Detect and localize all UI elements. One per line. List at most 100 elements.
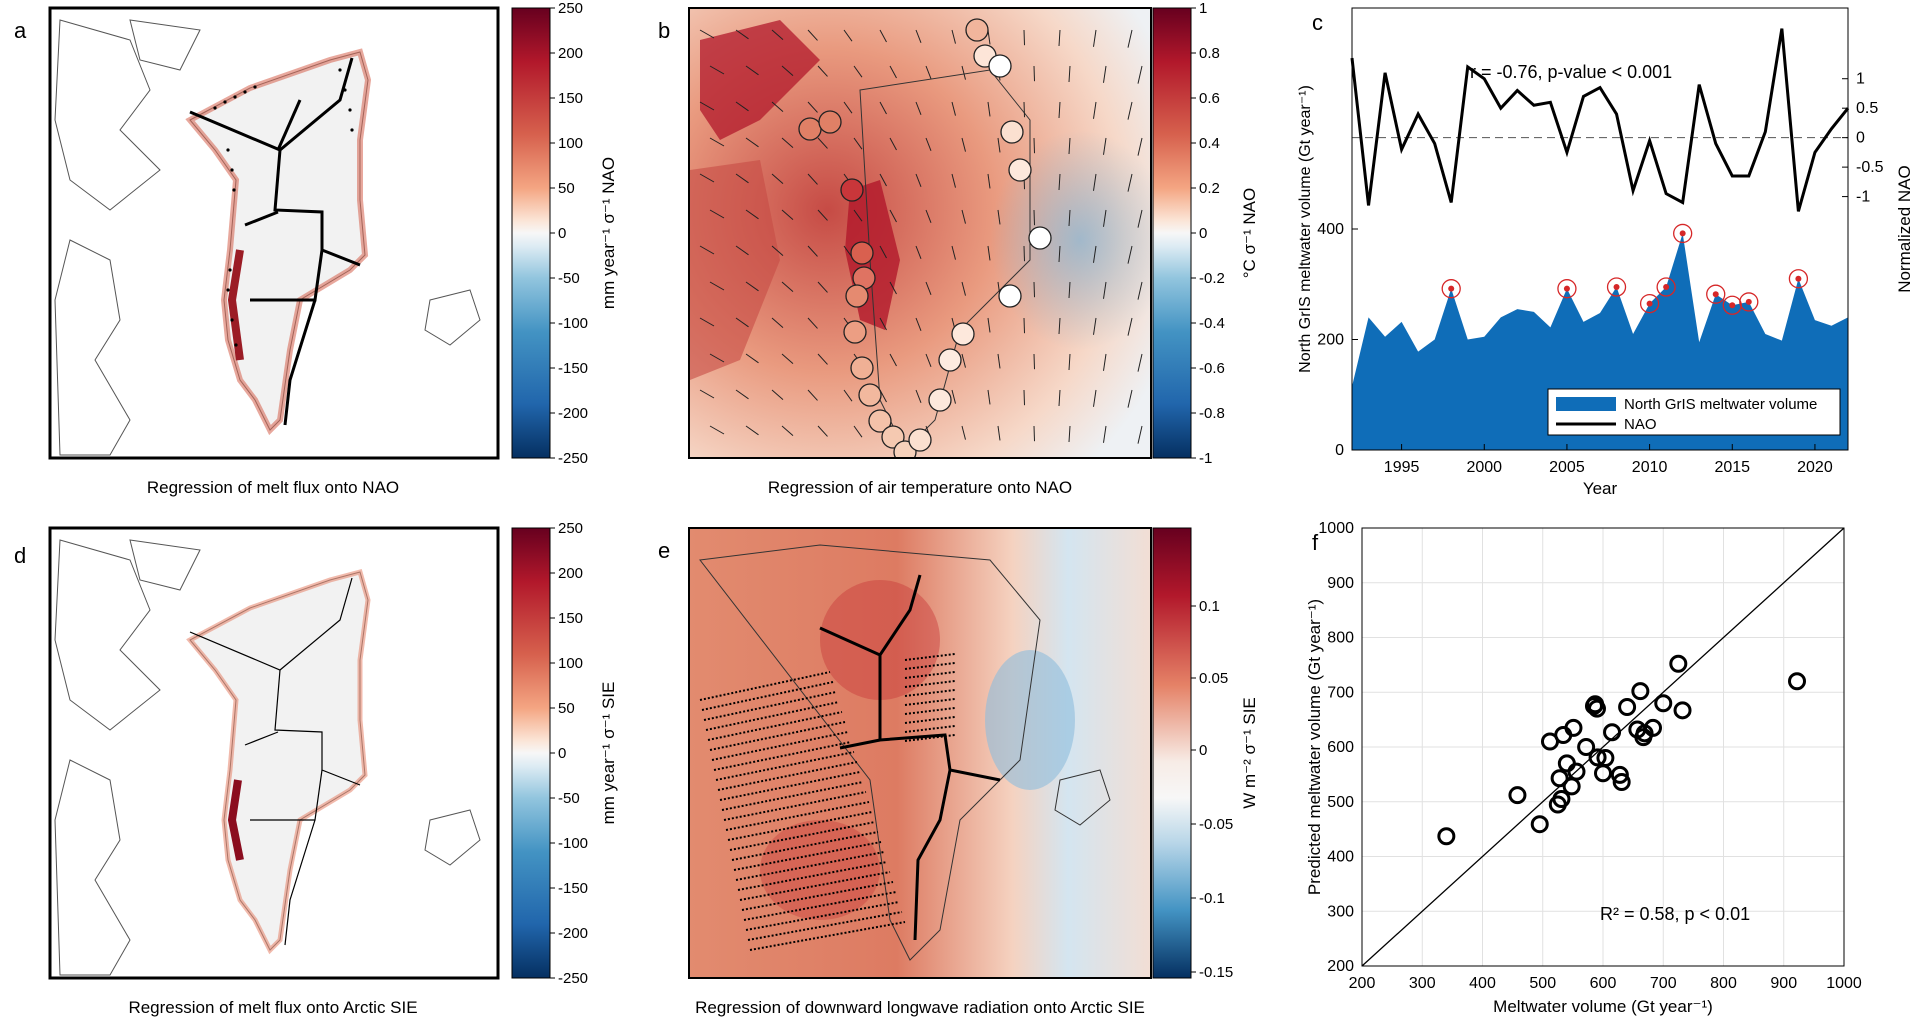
- wind-arrow: [807, 245, 818, 257]
- wind-arrow: [745, 353, 759, 364]
- hatch-line: [735, 851, 885, 881]
- highlight-dot: [1663, 284, 1670, 291]
- y2-tick-label: 1: [1856, 71, 1865, 88]
- colorbar-gradient: [1152, 7, 1192, 459]
- panel-caption: Regression of melt flux onto Arctic SIE: [128, 998, 417, 1017]
- station-marker: [998, 284, 1022, 308]
- y-tick-label: 200: [1317, 332, 1344, 349]
- colorbar-tick-label: 250: [558, 520, 583, 537]
- panel-caption: Regression of air temperature onto NAO: [768, 478, 1072, 497]
- hatch-line: [711, 731, 849, 761]
- highlight-ring: [1606, 277, 1627, 297]
- scatter-point: [1612, 773, 1631, 792]
- positive-anomaly: [760, 820, 880, 920]
- wind-arrow: [879, 29, 887, 43]
- hatch-line: [904, 680, 956, 688]
- colorbar-tick-label: -1: [1199, 450, 1212, 467]
- wind-arrow: [699, 245, 715, 255]
- wind-arrow: [1103, 425, 1107, 443]
- colorbar-tick-label: 0: [558, 745, 566, 762]
- melt-margin: [185, 48, 372, 436]
- wind-arrow: [745, 137, 759, 148]
- wind-arrow: [997, 353, 1001, 369]
- wind-arrow: [853, 425, 863, 438]
- station-marker: [1000, 120, 1024, 144]
- wind-arrow: [1127, 29, 1133, 48]
- highlight-ring: [1788, 269, 1809, 289]
- nao-line: [1350, 28, 1850, 212]
- colorbar-tick-label: -50: [558, 270, 580, 287]
- wind-arrow: [1058, 389, 1061, 407]
- colorbar-tick-label: 50: [558, 700, 575, 717]
- hatch-line: [743, 891, 897, 921]
- wind-arrow: [915, 245, 922, 259]
- colorbar-lw-sie: 0.1 0.05 0 -0.05 -0.1 -0.15 W m⁻² σ⁻¹ SIE: [1152, 527, 1259, 981]
- wind-arrow: [853, 209, 863, 222]
- wind-arrow: [781, 209, 794, 220]
- wind-arrow: [1033, 137, 1035, 154]
- legend-box: [1547, 388, 1841, 436]
- colorbar-tick-label: 200: [558, 45, 583, 62]
- wind-arrow: [1058, 173, 1061, 191]
- y-tick-label: 500: [1327, 794, 1354, 811]
- panel-letter: b: [658, 18, 670, 43]
- y-tick-label: 200: [1327, 958, 1354, 975]
- wind-arrow: [1103, 281, 1107, 299]
- wind-arrow: [745, 425, 759, 436]
- y-tick-label: 1000: [1318, 520, 1354, 537]
- colorbar-tick-label: -0.05: [1199, 816, 1233, 833]
- wind-arrow: [817, 209, 828, 221]
- scatter-point: [1788, 672, 1807, 691]
- scatter-point: [1618, 698, 1637, 717]
- station-marker: [850, 356, 874, 380]
- highlight-ring: [1639, 293, 1660, 314]
- wind-arrow: [1033, 65, 1035, 82]
- legend-swatch: [1556, 397, 1616, 411]
- wind-arrow: [1068, 137, 1071, 155]
- hatch-line: [904, 689, 956, 697]
- wind-arrow: [771, 389, 784, 400]
- map-frame: [688, 7, 1152, 459]
- y-tick-label: 400: [1317, 221, 1344, 238]
- wind-arrow: [889, 209, 897, 223]
- melt-hotspot: [227, 779, 244, 861]
- colorbar-ticks: 1 0.8 0.6 0.4 0.2 0 -0.2 -0.4 -0.6 -0.8 -1: [1191, 0, 1225, 467]
- hatch-line: [729, 821, 876, 851]
- colorbar-tick-label: -200: [558, 405, 588, 422]
- wind-arrow: [771, 29, 784, 40]
- highlight-ring: [1557, 279, 1577, 299]
- colorbar-tick-label: -250: [558, 970, 588, 987]
- scatter-point: [1588, 748, 1607, 767]
- panel-caption: Regression of downward longwave radiatio…: [695, 998, 1145, 1017]
- colorbar-gradient: [511, 527, 551, 979]
- scatter-point: [1587, 699, 1606, 718]
- legend-label: NAO: [1624, 416, 1657, 433]
- y2-tick-label: 0: [1856, 130, 1865, 147]
- wind-arrow: [1023, 389, 1025, 406]
- x-tick-label: 600: [1590, 975, 1617, 992]
- colorbar-tick-label: 0: [1199, 225, 1207, 242]
- wind-arrow: [709, 425, 725, 435]
- wind-arrow: [1103, 137, 1107, 155]
- station-marker: [951, 322, 975, 346]
- x-tick-label: 2020: [1797, 459, 1833, 476]
- scatter-point: [1673, 701, 1692, 720]
- highlight-dot: [1729, 302, 1736, 309]
- wind-arrow: [1103, 65, 1107, 83]
- greenland-outline: [859, 69, 1031, 451]
- wind-arrow: [1058, 29, 1061, 47]
- wind-arrow: [1068, 209, 1071, 227]
- y-tick-label: 600: [1327, 739, 1354, 756]
- panel-c: c 0 200 400 -1 -0.5 0 0.5 1 1995 2000 2005 2010 2015…: [1297, 7, 1914, 498]
- panel-letter: e: [658, 538, 670, 563]
- scatter-point: [1552, 790, 1571, 809]
- wind-arrow: [1137, 209, 1143, 228]
- y-tick-label: 700: [1327, 684, 1354, 701]
- colorbar-tick-label: 150: [558, 610, 583, 627]
- panel-d: d Regression of melt flux onto Arctic SI…: [14, 526, 500, 1017]
- wind-arrow: [1103, 209, 1107, 227]
- wind-arrow: [1093, 389, 1097, 407]
- wind-arrow: [709, 209, 725, 219]
- wind-arrow: [735, 245, 749, 256]
